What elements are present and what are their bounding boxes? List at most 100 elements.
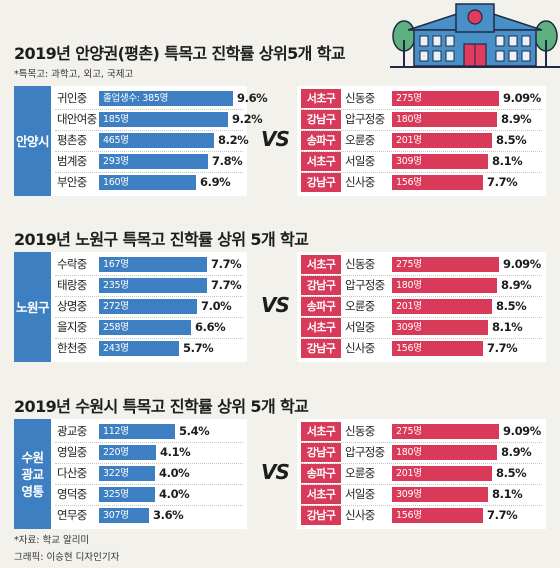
row-divider <box>55 296 243 297</box>
graduate-count: 293명 <box>103 156 129 167</box>
district-tag: 송파구 <box>301 297 341 316</box>
school-name: 압구정중 <box>345 445 385 459</box>
rate-label: 7.8% <box>212 154 243 168</box>
graduate-count: 322명 <box>103 468 129 479</box>
school-name: 서일중 <box>345 487 375 501</box>
school-name: 신사중 <box>345 508 375 522</box>
school-name: 연무중 <box>57 508 87 522</box>
row-divider <box>55 463 243 464</box>
value-bar: 180명 <box>392 278 497 293</box>
section-title-anyang: 2019년 안양권(평촌) 특목고 진학률 상위5개 학교 <box>14 44 346 63</box>
district-tag: 서초구 <box>301 89 341 108</box>
bar-row: 영덕중 325명 4.0% <box>55 485 243 504</box>
chart-panel-anyang: 안양시 귀인중 졸업생수: 385명 9.6% 대안여중 185명 9.2% 평촌중 465명… <box>14 86 268 196</box>
rate-label: 5.4% <box>179 424 210 438</box>
value-bar: 465명 <box>99 133 214 148</box>
graduate-count: 309명 <box>396 489 422 500</box>
row-divider <box>55 338 243 339</box>
row-divider <box>301 463 542 464</box>
rate-label: 8.1% <box>492 487 523 501</box>
value-bar: 275명 <box>392 91 499 106</box>
district-tag: 서초구 <box>301 485 341 504</box>
graduate-count: 275명 <box>396 426 422 437</box>
graduate-count: 275명 <box>396 93 422 104</box>
vs-label: VS <box>261 293 290 317</box>
row-divider <box>301 317 542 318</box>
row-divider <box>301 151 542 152</box>
bar-row: 송파구 오륜중 201명 8.5% <box>301 131 542 150</box>
value-bar: 156명 <box>392 175 483 190</box>
bar-row: 강남구 압구정중 180명 8.9% <box>301 110 542 129</box>
rate-label: 9.09% <box>503 91 541 105</box>
value-bar: 156명 <box>392 508 483 523</box>
bar-row: 수락중 167명 7.7% <box>55 255 243 274</box>
value-bar: 220명 <box>99 445 156 460</box>
graduate-count: 167명 <box>103 259 129 270</box>
value-bar: 185명 <box>99 112 228 127</box>
graduate-count: 180명 <box>396 447 422 458</box>
rate-label: 8.9% <box>501 445 532 459</box>
row-divider <box>301 296 542 297</box>
district-tag: 강남구 <box>301 110 341 129</box>
section-title-suwon: 2019년 수원시 특목고 진학률 상위 5개 학교 <box>14 397 309 416</box>
bar-row: 영일중 220명 4.1% <box>55 443 243 462</box>
row-divider <box>301 484 542 485</box>
school-name: 신동중 <box>345 257 375 271</box>
row-divider <box>301 338 542 339</box>
rate-label: 7.7% <box>487 508 518 522</box>
graduate-count: 156명 <box>396 177 422 188</box>
chart-panel-suwon: 수원 광교 영통 광교중 112명 5.4% 영일중 220명 4.1% 다산중 322명 4.… <box>14 419 247 529</box>
bar-row: 범계중 293명 7.8% <box>55 152 243 171</box>
graduate-count: 220명 <box>103 447 129 458</box>
graduate-count: 180명 <box>396 280 422 291</box>
school-name: 오륜중 <box>345 299 375 313</box>
graduate-count: 465명 <box>103 135 129 146</box>
graduate-count: 201명 <box>396 468 422 479</box>
vs-label: VS <box>261 127 290 151</box>
value-bar: 201명 <box>392 299 492 314</box>
bar-row: 연무중 307명 3.6% <box>55 506 243 525</box>
bar-row: 서초구 서일중 309명 8.1% <box>301 152 542 171</box>
value-bar: 졸업생수: 385명 <box>99 91 233 106</box>
chart-panel-gangnam: 서초구 신동중 275명 9.09% 강남구 압구정중 180명 8.9% 송파구 오륜중 201명… <box>297 419 546 529</box>
bar-row: 강남구 신사중 156명 7.7% <box>301 506 542 525</box>
graduate-count: 275명 <box>396 259 422 270</box>
row-divider <box>301 130 542 131</box>
graduate-count: 졸업생수: 385명 <box>103 93 169 104</box>
rate-label: 4.0% <box>159 466 190 480</box>
graduate-count: 156명 <box>396 510 422 521</box>
school-name: 광교중 <box>57 424 87 438</box>
graduate-count: 325명 <box>103 489 129 500</box>
rate-label: 8.1% <box>492 320 523 334</box>
rate-label: 5.7% <box>183 341 214 355</box>
bar-row: 송파구 오륜중 201명 8.5% <box>301 464 542 483</box>
district-tag: 강남구 <box>301 339 341 358</box>
school-name: 평촌중 <box>57 133 87 147</box>
criteria-note: *특목고: 과학고, 외고, 국제고 <box>14 69 134 80</box>
graduate-count: 201명 <box>396 135 422 146</box>
rate-label: 7.7% <box>487 341 518 355</box>
row-divider <box>55 442 243 443</box>
value-bar: 293명 <box>99 154 208 169</box>
row-divider <box>55 151 243 152</box>
graduate-count: 272명 <box>103 301 129 312</box>
value-bar: 180명 <box>392 445 497 460</box>
school-name: 오륜중 <box>345 466 375 480</box>
graduate-count: 235명 <box>103 280 129 291</box>
school-name: 범계중 <box>57 154 87 168</box>
row-divider <box>55 484 243 485</box>
region-label: 노원구 <box>15 299 50 315</box>
value-bar: 275명 <box>392 424 499 439</box>
rate-label: 8.9% <box>501 112 532 126</box>
row-divider <box>301 172 542 173</box>
rate-label: 6.9% <box>200 175 231 189</box>
section-title-nowon: 2019년 노원구 특목고 진학률 상위 5개 학교 <box>14 230 309 249</box>
row-divider <box>301 505 542 506</box>
rate-label: 7.7% <box>211 278 242 292</box>
value-bar: 156명 <box>392 341 483 356</box>
value-bar: 243명 <box>99 341 179 356</box>
rate-label: 3.6% <box>153 508 184 522</box>
rate-label: 6.6% <box>195 320 226 334</box>
row-divider <box>55 172 243 173</box>
school-name: 서일중 <box>345 320 375 334</box>
